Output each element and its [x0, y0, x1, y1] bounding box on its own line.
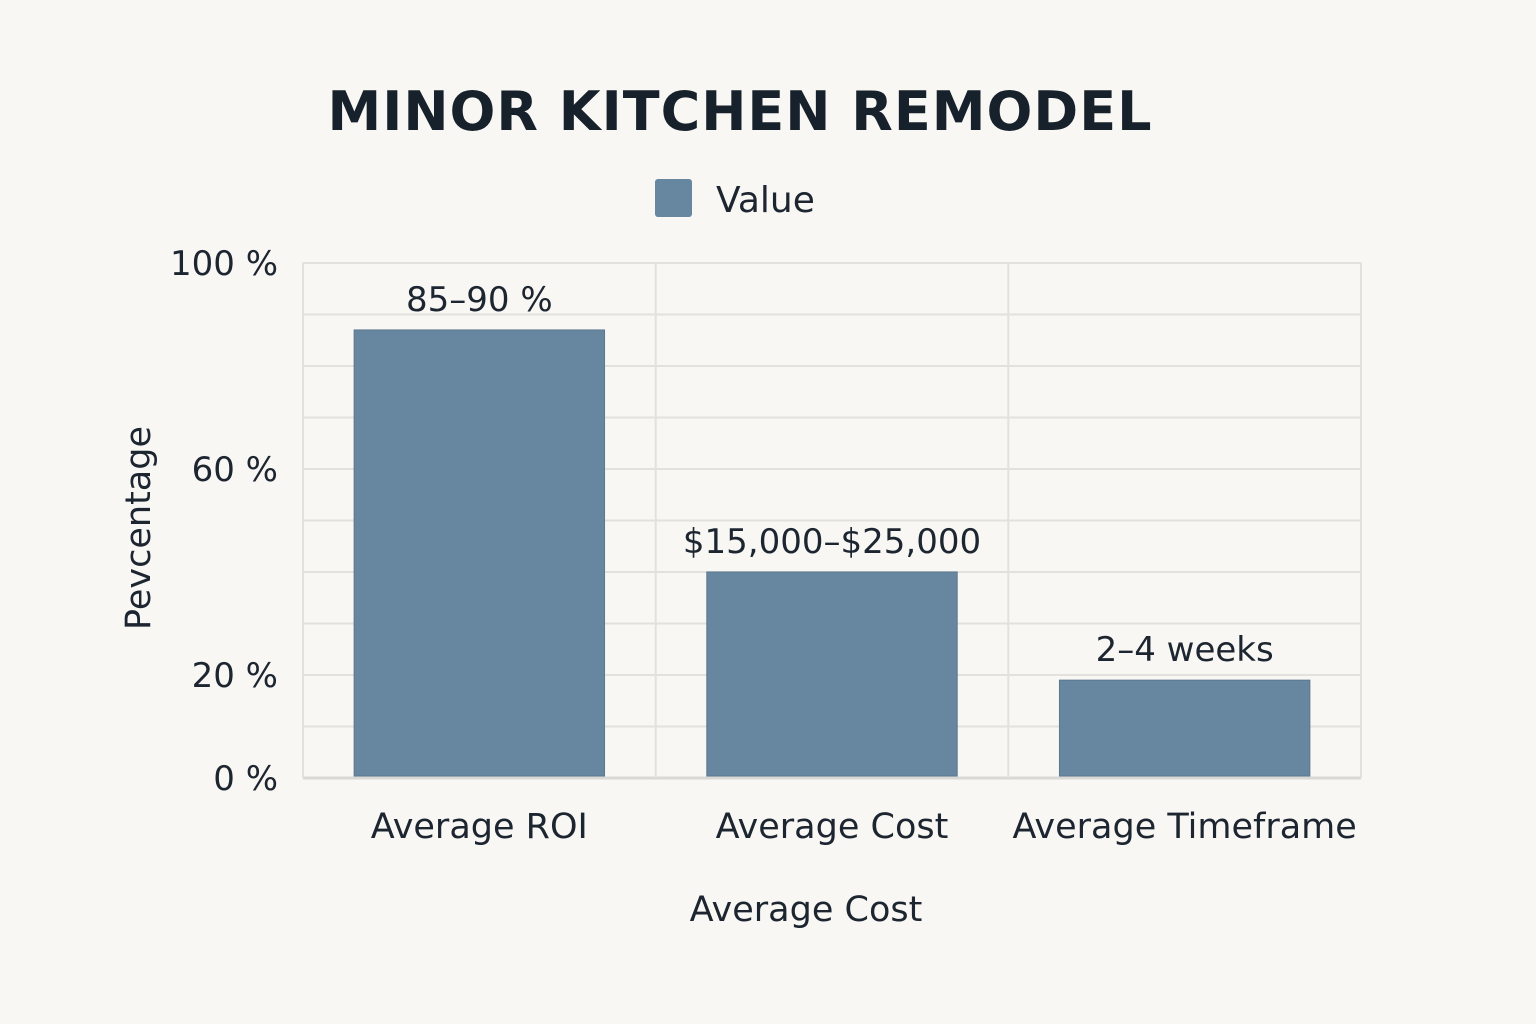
bar-data-label: 85–90 %	[406, 280, 553, 320]
bar-data-label: $15,000–$25,000	[683, 522, 981, 562]
x-tick-label: Average Timeframe	[1013, 807, 1357, 847]
bar-average-timeframe	[1058, 679, 1311, 777]
legend-swatch	[655, 179, 692, 217]
y-axis-ticks: 0 % 20 % 60 % 100 %	[170, 244, 278, 799]
y-axis-title: Pevcentage	[119, 426, 159, 630]
bar-average-roi	[353, 329, 606, 777]
x-tick-label: Average ROI	[371, 807, 588, 847]
y-tick-label: 20 %	[192, 656, 278, 696]
legend: Value	[655, 179, 815, 221]
legend-label: Value	[716, 180, 815, 221]
y-tick-label: 60 %	[192, 450, 278, 490]
data-labels: 85–90 % $15,000–$25,000 2–4 weeks	[406, 280, 1274, 670]
bars	[353, 329, 1311, 777]
chart-title: MINOR KITCHEN REMODEL	[327, 80, 1152, 143]
bar-data-label: 2–4 weeks	[1096, 630, 1274, 670]
x-tick-label: Average Cost	[716, 807, 949, 847]
x-axis-categories: Average ROI Average Cost Average Timeframe	[371, 807, 1357, 847]
y-tick-label: 0 %	[213, 759, 278, 799]
y-tick-label: 100 %	[170, 244, 278, 284]
x-axis-title: Average Cost	[690, 890, 923, 930]
bar-average-cost	[706, 571, 958, 777]
